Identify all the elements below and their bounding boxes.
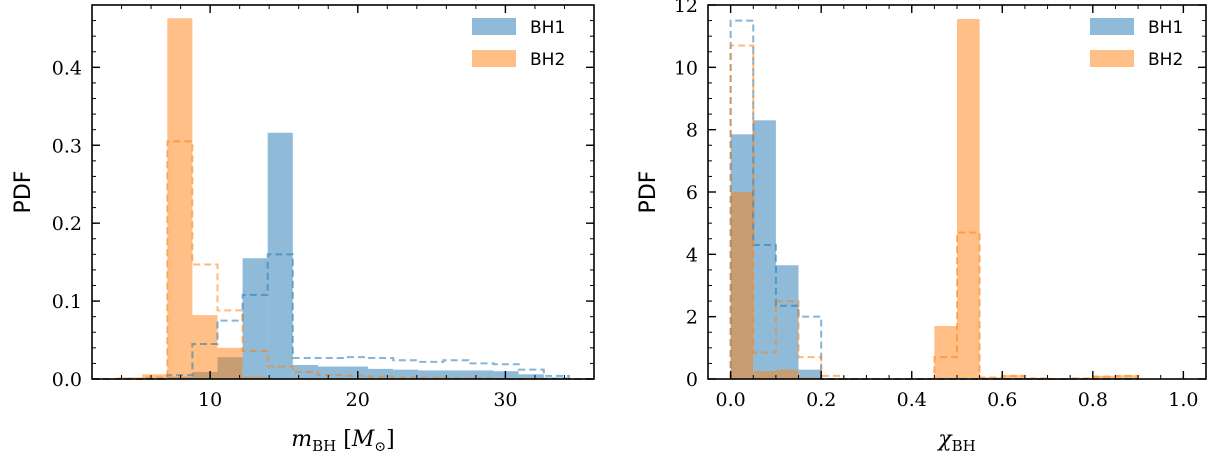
bar-bh1 xyxy=(753,120,776,380)
x-tick-label: 20 xyxy=(346,389,370,411)
y-tick-label: 0.1 xyxy=(52,291,82,313)
dashed-outline-bh1 xyxy=(92,253,594,380)
bar-bh1 xyxy=(317,366,343,379)
y-tick-label: 10 xyxy=(674,57,698,79)
bar-bh2 xyxy=(934,326,957,379)
y-tick-label: 8 xyxy=(686,120,698,142)
legend-swatch-bh1 xyxy=(472,18,516,35)
bar-bh1 xyxy=(493,371,519,379)
bar-bh1 xyxy=(393,369,419,379)
legend-label-bh2: BH2 xyxy=(530,50,565,70)
x-tick-label: 0.8 xyxy=(1078,389,1108,411)
bar-bh2 xyxy=(142,374,168,379)
x-tick-label: 10 xyxy=(198,389,222,411)
bar-bh2 xyxy=(1002,375,1025,379)
x-axis-label-symbol: m xyxy=(291,427,312,452)
x-axis-label-unit: [ xyxy=(336,427,352,452)
x-axis-label: χBH xyxy=(936,427,975,455)
x-axis-label: mBH [M⊙] xyxy=(291,427,394,455)
y-tick-label: 0.4 xyxy=(52,57,82,79)
x-tick-label: 0.6 xyxy=(987,389,1017,411)
x-axis-label-unit-symbol: M xyxy=(351,427,375,452)
y-tick-label: 6 xyxy=(686,182,698,204)
bar-bh2 xyxy=(167,18,193,380)
bar-bh2 xyxy=(242,376,268,379)
bar-bh1 xyxy=(798,369,822,379)
bar-bh1 xyxy=(343,366,369,379)
legend-swatch-bh1 xyxy=(1090,18,1134,35)
x-tick-label: 0.0 xyxy=(716,389,746,411)
y-tick-label: 0.3 xyxy=(52,135,82,157)
x-axis-label-unit-close: ] xyxy=(386,427,395,452)
y-tick-label: 0 xyxy=(686,369,698,391)
x-axis-label-subscript: BH xyxy=(312,437,336,455)
bar-bh1 xyxy=(418,370,444,379)
legend-label-bh1: BH1 xyxy=(530,18,565,38)
bar-bh1 xyxy=(443,370,469,379)
bar-bh1 xyxy=(775,265,799,379)
panel-2: 0.0 0.2 0.4 0.6 0.8 1.0 0 2 4 6 8 10 12 PDF χBH BH1 BH2 xyxy=(636,0,1207,455)
bar-bh2 xyxy=(957,19,980,380)
legend-swatch-bh2 xyxy=(1090,50,1134,67)
bar-bh2 xyxy=(775,369,799,379)
x-tick-label: 0.4 xyxy=(897,389,927,411)
x-tick-label: 30 xyxy=(493,389,517,411)
bar-bh2 xyxy=(1115,375,1139,379)
bar-bh1 xyxy=(468,370,494,379)
bar-bh1 xyxy=(518,374,544,379)
bar-bh1 xyxy=(242,258,268,379)
y-tick-label: 0.0 xyxy=(52,369,82,391)
bar-bh1 xyxy=(368,368,394,379)
y-axis-label: PDF xyxy=(11,171,36,214)
bar-bh1 xyxy=(267,132,293,379)
y-tick-label: 0.2 xyxy=(52,213,82,235)
x-tick-label: 0.2 xyxy=(806,389,836,411)
y-axis-label: PDF xyxy=(636,171,661,214)
x-tick-label: 1.0 xyxy=(1168,389,1198,411)
y-tick-label: 2 xyxy=(686,307,698,329)
bar-bh2 xyxy=(753,371,776,379)
x-axis-label-unit-subscript: ⊙ xyxy=(374,439,386,455)
y-tick-label: 12 xyxy=(674,0,698,17)
bar-bh2 xyxy=(730,192,754,379)
x-axis-label-symbol: χ xyxy=(936,427,953,452)
y-tick-label: 4 xyxy=(686,244,698,266)
x-axis-label-subscript: BH xyxy=(952,437,976,455)
legend-label-bh2: BH2 xyxy=(1148,50,1183,70)
legend-swatch-bh2 xyxy=(472,50,516,67)
bar-bh2 xyxy=(217,347,243,379)
panel-1: 10 20 30 0.0 0.1 0.2 0.3 0.4 PDF mBH [M⊙] BH1 BH2 xyxy=(11,4,595,455)
legend-label-bh1: BH1 xyxy=(1148,18,1183,38)
bar-bh2 xyxy=(192,315,218,379)
